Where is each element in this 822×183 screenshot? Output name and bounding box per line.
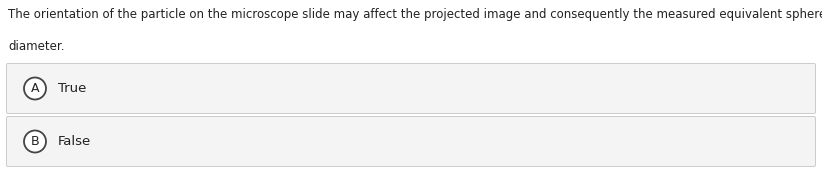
- Text: True: True: [58, 82, 86, 95]
- Ellipse shape: [24, 77, 46, 100]
- Text: The orientation of the particle on the microscope slide may affect the projected: The orientation of the particle on the m…: [8, 8, 822, 21]
- Text: A: A: [30, 82, 39, 95]
- Ellipse shape: [24, 130, 46, 152]
- FancyBboxPatch shape: [7, 64, 815, 113]
- Text: False: False: [58, 135, 91, 148]
- Text: B: B: [30, 135, 39, 148]
- Text: diameter.: diameter.: [8, 40, 64, 53]
- FancyBboxPatch shape: [7, 117, 815, 167]
